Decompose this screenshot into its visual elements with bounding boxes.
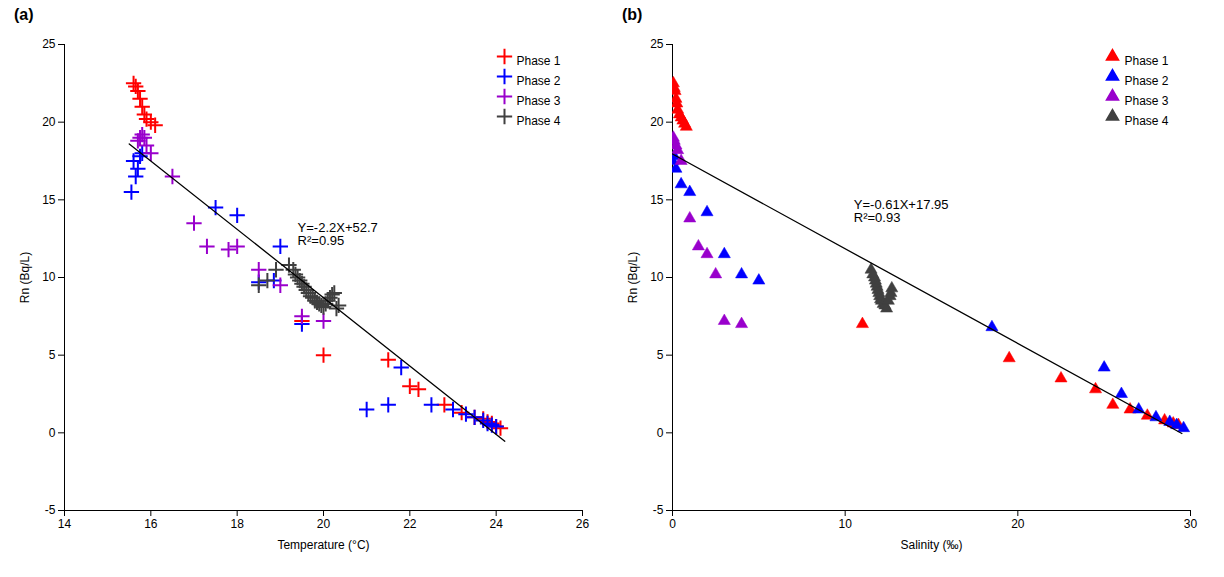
svg-text:15: 15 — [42, 193, 56, 207]
svg-text:5: 5 — [657, 348, 664, 362]
svg-text:20: 20 — [650, 115, 664, 129]
svg-text:24: 24 — [489, 517, 503, 531]
svg-text:18: 18 — [230, 517, 244, 531]
svg-text:0: 0 — [49, 426, 56, 440]
svg-text:Rn (Bq/L): Rn (Bq/L) — [18, 252, 32, 303]
svg-text:Phase 2: Phase 2 — [1125, 74, 1169, 88]
svg-text:Phase 1: Phase 1 — [1125, 54, 1169, 68]
svg-text:30: 30 — [1184, 517, 1198, 531]
svg-text:Phase 1: Phase 1 — [517, 54, 561, 68]
svg-text:Salinity (‰): Salinity (‰) — [900, 538, 962, 552]
svg-text:16: 16 — [144, 517, 158, 531]
svg-text:15: 15 — [650, 193, 664, 207]
svg-text:Phase 3: Phase 3 — [517, 94, 561, 108]
svg-text:20: 20 — [42, 115, 56, 129]
svg-text:Phase 3: Phase 3 — [1125, 94, 1169, 108]
svg-text:-5: -5 — [45, 503, 56, 517]
html-text:(b): (b) — [622, 6, 643, 23]
svg-text:-5: -5 — [653, 503, 664, 517]
svg-text:Temperature (°C): Temperature (°C) — [277, 538, 369, 552]
svg-text:26: 26 — [576, 517, 590, 531]
svg-text:25: 25 — [650, 37, 664, 51]
svg-text:25: 25 — [42, 37, 56, 51]
svg-text:20: 20 — [1011, 517, 1025, 531]
svg-text:Phase 2: Phase 2 — [517, 74, 561, 88]
svg-text:0: 0 — [669, 517, 676, 531]
svg-text:0: 0 — [657, 426, 664, 440]
svg-text:Phase 4: Phase 4 — [1125, 114, 1169, 128]
svg-text:14: 14 — [58, 517, 72, 531]
svg-text:10: 10 — [42, 270, 56, 284]
svg-text:5: 5 — [49, 348, 56, 362]
svg-text:22: 22 — [403, 517, 417, 531]
svg-text:Phase 4: Phase 4 — [517, 114, 561, 128]
svg-text:Y=-2.2X+52.7R²=0.95: Y=-2.2X+52.7R²=0.95 — [298, 220, 378, 248]
svg-text:Rn (Bq/L): Rn (Bq/L) — [626, 252, 640, 303]
html-text:(a): (a) — [14, 6, 34, 23]
svg-text:10: 10 — [838, 517, 852, 531]
svg-text:10: 10 — [650, 270, 664, 284]
svg-text:20: 20 — [317, 517, 331, 531]
svg-text:Y=-0.61X+17.95R²=0.93: Y=-0.61X+17.95R²=0.93 — [854, 197, 949, 225]
